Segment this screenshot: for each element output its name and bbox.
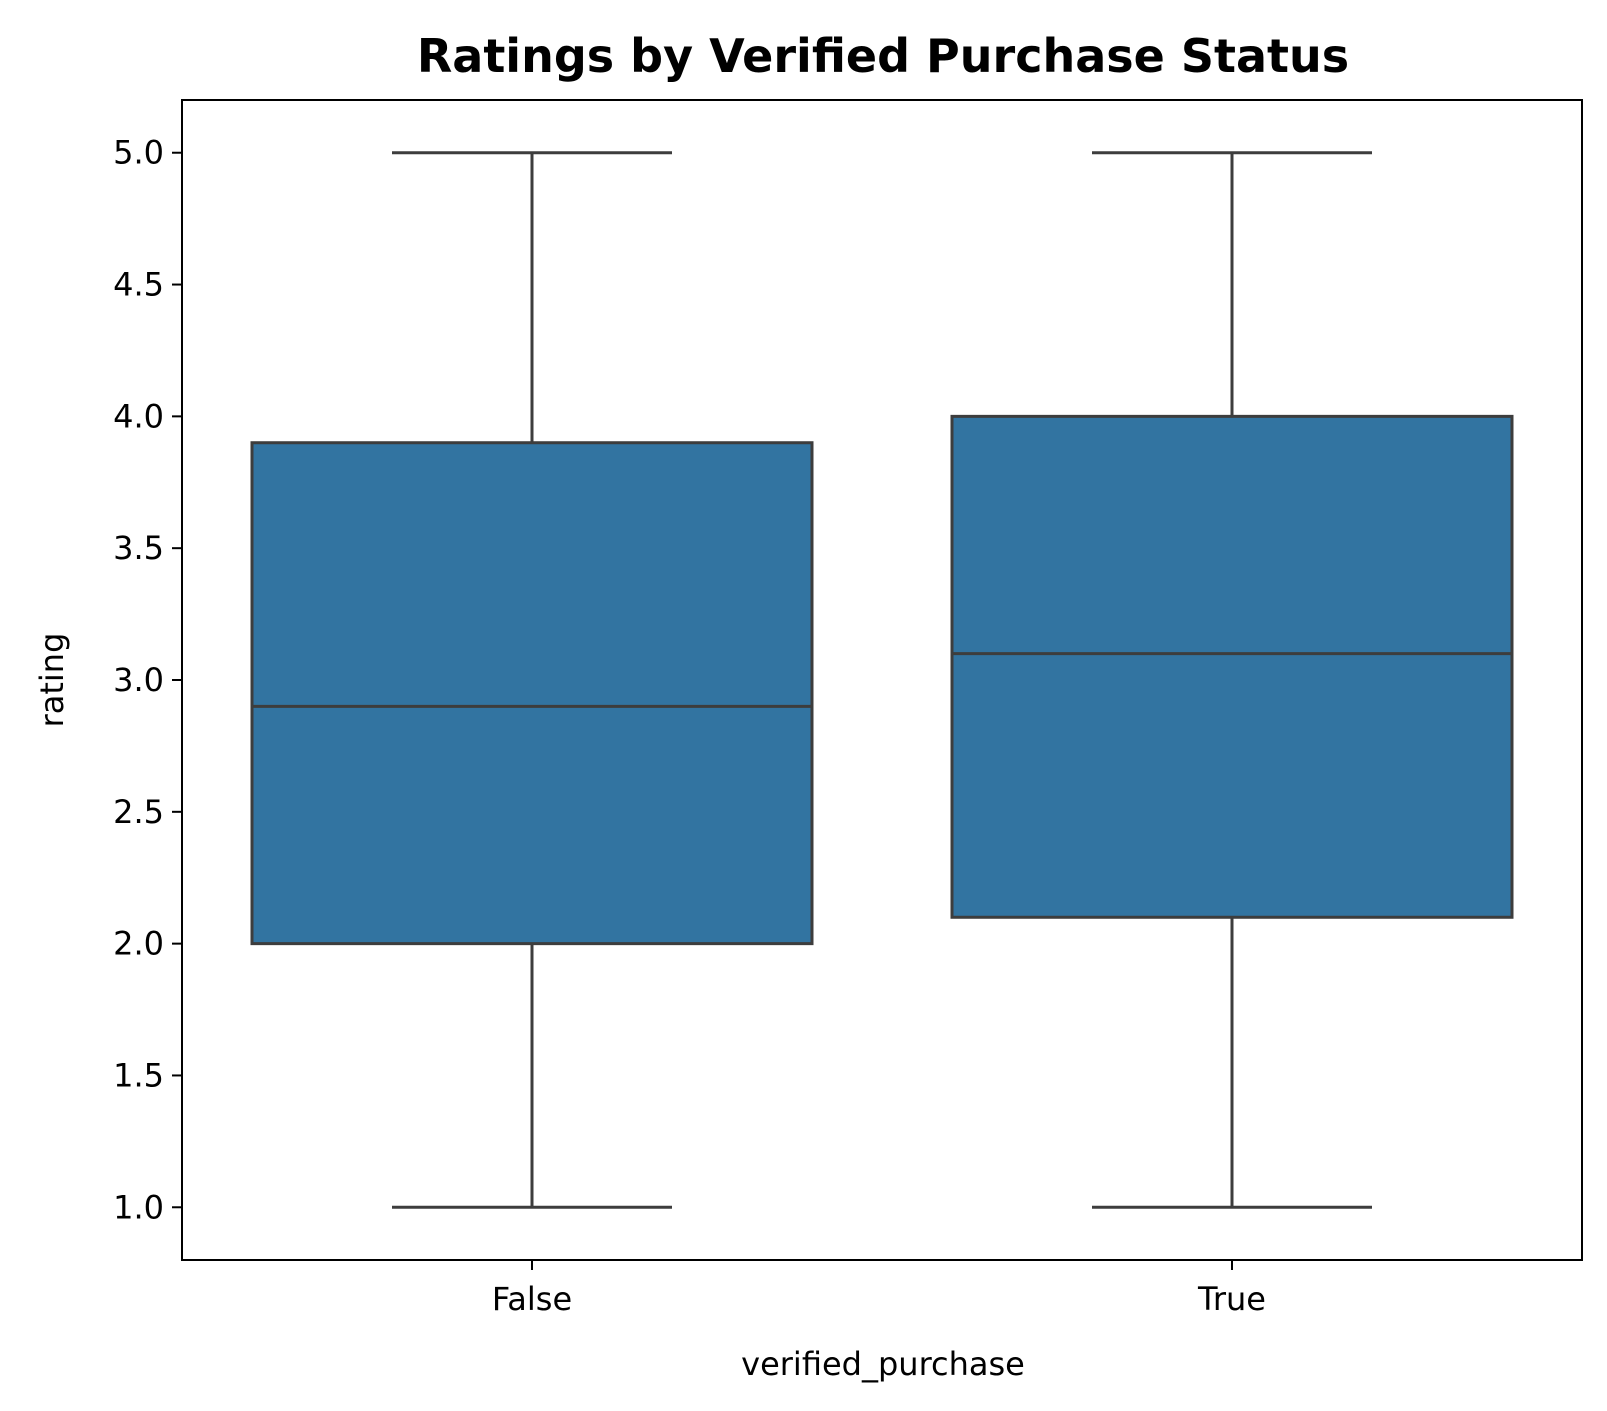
x-tick-label: False xyxy=(492,1280,572,1318)
box-iqr xyxy=(950,414,1514,919)
chart-title: Ratings by Verified Purchase Status xyxy=(417,29,1349,83)
y-tick-label: 4.5 xyxy=(113,266,164,304)
y-axis-label: rating xyxy=(33,633,71,728)
y-tick-label: 1.5 xyxy=(113,1056,164,1094)
box-group-false xyxy=(250,151,814,1209)
y-tick-label: 3.5 xyxy=(113,529,164,567)
y-tick-label: 2.0 xyxy=(113,925,164,963)
plot-frame xyxy=(181,99,1583,1261)
y-tick-label: 2.5 xyxy=(113,793,164,831)
y-tick-label: 1.0 xyxy=(113,1188,164,1226)
x-tick-label: True xyxy=(1197,1280,1266,1318)
y-tick-label: 4.0 xyxy=(113,397,164,435)
y-axis: 1.0 1.5 2.0 2.5 3.0 3.5 4.0 4.5 5.0 xyxy=(113,134,182,1226)
y-tick-label: 3.0 xyxy=(113,661,164,699)
x-axis: False True xyxy=(492,1260,1266,1318)
box-iqr xyxy=(250,441,814,946)
x-axis-label: verified_purchase xyxy=(741,1345,1025,1383)
y-tick-label: 5.0 xyxy=(113,134,164,172)
boxes-layer xyxy=(250,151,1514,1209)
box-group-true xyxy=(950,151,1514,1209)
